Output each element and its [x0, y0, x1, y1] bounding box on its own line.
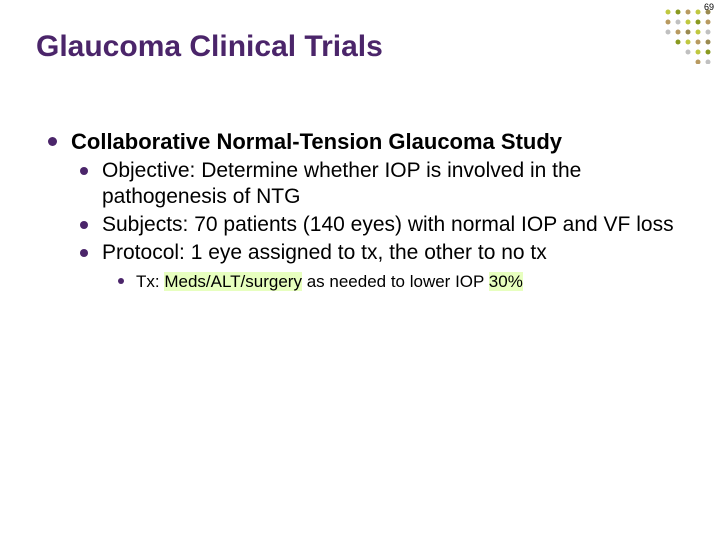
- content-body: Collaborative Normal-Tension Glaucoma St…: [48, 128, 680, 292]
- corner-dots-icon: [656, 4, 716, 64]
- text-highlight: Meds/ALT/surgery: [164, 272, 302, 291]
- bullet-icon: [48, 137, 57, 146]
- list-item: Collaborative Normal-Tension Glaucoma St…: [48, 128, 680, 156]
- level2-text: Protocol: 1 eye assigned to tx, the othe…: [102, 240, 547, 266]
- text-plain: as needed to lower IOP: [302, 272, 489, 291]
- list-item: Tx: Meds/ALT/surgery as needed to lower …: [118, 271, 680, 292]
- level3-text: Tx: Meds/ALT/surgery as needed to lower …: [136, 271, 523, 292]
- list-item: Subjects: 70 patients (140 eyes) with no…: [80, 212, 680, 238]
- level2-text: Subjects: 70 patients (140 eyes) with no…: [102, 212, 674, 238]
- level2-text: Objective: Determine whether IOP is invo…: [102, 158, 680, 211]
- bullet-icon: [80, 249, 88, 257]
- slide-title: Glaucoma Clinical Trials: [36, 30, 383, 64]
- list-item: Objective: Determine whether IOP is invo…: [80, 158, 680, 211]
- text-plain: Tx:: [136, 272, 164, 291]
- bullet-icon: [118, 278, 124, 284]
- bullet-icon: [80, 221, 88, 229]
- list-item: Protocol: 1 eye assigned to tx, the othe…: [80, 240, 680, 266]
- text-highlight: 30%: [489, 272, 523, 291]
- slide: 69 Glaucoma: [0, 0, 720, 540]
- level1-text: Collaborative Normal-Tension Glaucoma St…: [71, 128, 562, 156]
- bullet-icon: [80, 167, 88, 175]
